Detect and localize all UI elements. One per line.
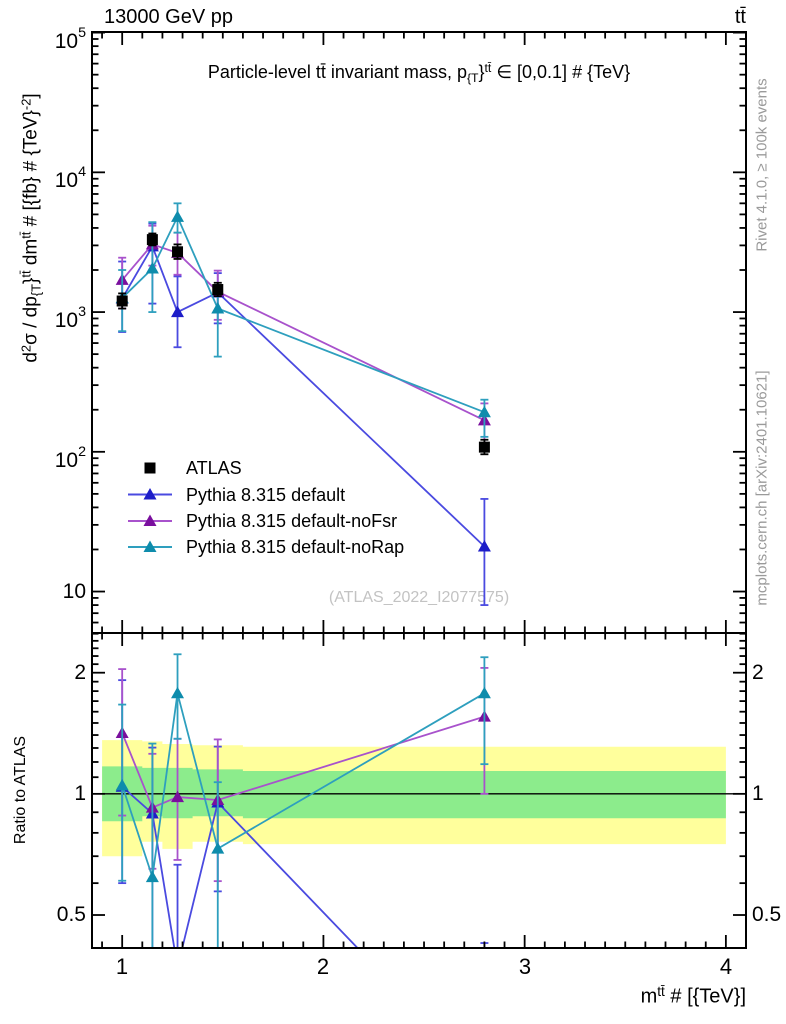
x-axis-tick-label: 3 <box>518 954 532 979</box>
legend-label-pythia-default-noRap: Pythia 8.315 default-noRap <box>186 537 405 557</box>
marker-square <box>172 246 184 258</box>
marker-triangle <box>477 540 491 552</box>
series-main-atlas <box>116 232 490 456</box>
series-main-pythia-default-noRap <box>115 202 491 438</box>
marker-triangle <box>171 210 185 222</box>
side-note-mcplots: mcplots.cern.ch [arXiv:2401.10621] <box>753 370 771 606</box>
marker-triangle <box>211 302 225 314</box>
x-axis-tick-label: 1 <box>115 954 129 979</box>
marker-triangle <box>477 686 491 699</box>
series-ratio-pythia-default-noRap <box>115 653 491 948</box>
series-main-pythia-default-noFsr <box>115 224 491 449</box>
marker-triangle <box>143 488 157 500</box>
marker-triangle <box>477 405 491 418</box>
y-axis-tick-label-ratio-left: 2 <box>74 661 86 684</box>
y-axis-tick-label-ratio-right: 1 <box>752 782 764 805</box>
header-beam-energy: 13000 GeV pp <box>104 6 233 28</box>
y-axis-tick-label-main: 10 <box>62 580 86 603</box>
legend <box>128 462 172 552</box>
y-axis-tick-label-main: 105 <box>54 25 86 53</box>
side-note-rivet: Rivet 4.1.0, ≥ 100k events <box>753 78 771 252</box>
marker-triangle <box>145 870 159 883</box>
x-axis-tick-label: 2 <box>316 954 330 979</box>
marker-triangle <box>171 790 185 803</box>
x-axis-tick-label: 4 <box>719 954 733 979</box>
y-axis-tick-label-ratio-right: 0.5 <box>752 903 782 926</box>
marker-triangle <box>171 961 184 973</box>
marker-square <box>478 441 490 453</box>
y-axis-tick-label-main: 104 <box>54 164 86 192</box>
marker-square <box>212 284 224 296</box>
y-axis-tick-label-ratio-left: 1 <box>74 782 86 805</box>
marker-square <box>144 462 156 474</box>
marker-triangle <box>171 305 185 318</box>
series-line <box>121 243 485 422</box>
marker-triangle <box>145 262 159 274</box>
marker-square <box>116 295 128 307</box>
watermark: (ATLAS_2022_I2077575) <box>328 589 510 606</box>
axes <box>91 31 747 949</box>
header-process: tt̄ <box>734 6 746 28</box>
x-axis-label: mtt̄ # [{TeV}] <box>640 984 746 1008</box>
plot-title: Particle-level tt̄ invariant mass, p{T}t… <box>207 61 631 85</box>
marker-triangle <box>171 686 185 699</box>
marker-triangle <box>211 842 225 854</box>
y-axis-tick-label-ratio-right: 2 <box>752 661 764 684</box>
legend-label-pythia-default: Pythia 8.315 default <box>186 485 346 505</box>
marker-triangle <box>115 778 129 791</box>
marker-triangle <box>143 540 157 552</box>
legend-label-pythia-default-noFsr: Pythia 8.315 default-noFsr <box>186 511 398 531</box>
marker-triangle <box>143 514 157 526</box>
legend-label-atlas: ATLAS <box>186 458 242 478</box>
y-axis-tick-label-main: 103 <box>54 304 86 332</box>
ratio-panel-frame <box>91 632 747 949</box>
ratio-line <box>121 786 359 948</box>
y-axis-label-ratio: Ratio to ATLAS <box>12 735 29 845</box>
y-axis-tick-label-main: 102 <box>54 444 86 472</box>
marker-square <box>146 234 158 246</box>
y-axis-tick-label-ratio-left: 0.5 <box>56 903 86 926</box>
